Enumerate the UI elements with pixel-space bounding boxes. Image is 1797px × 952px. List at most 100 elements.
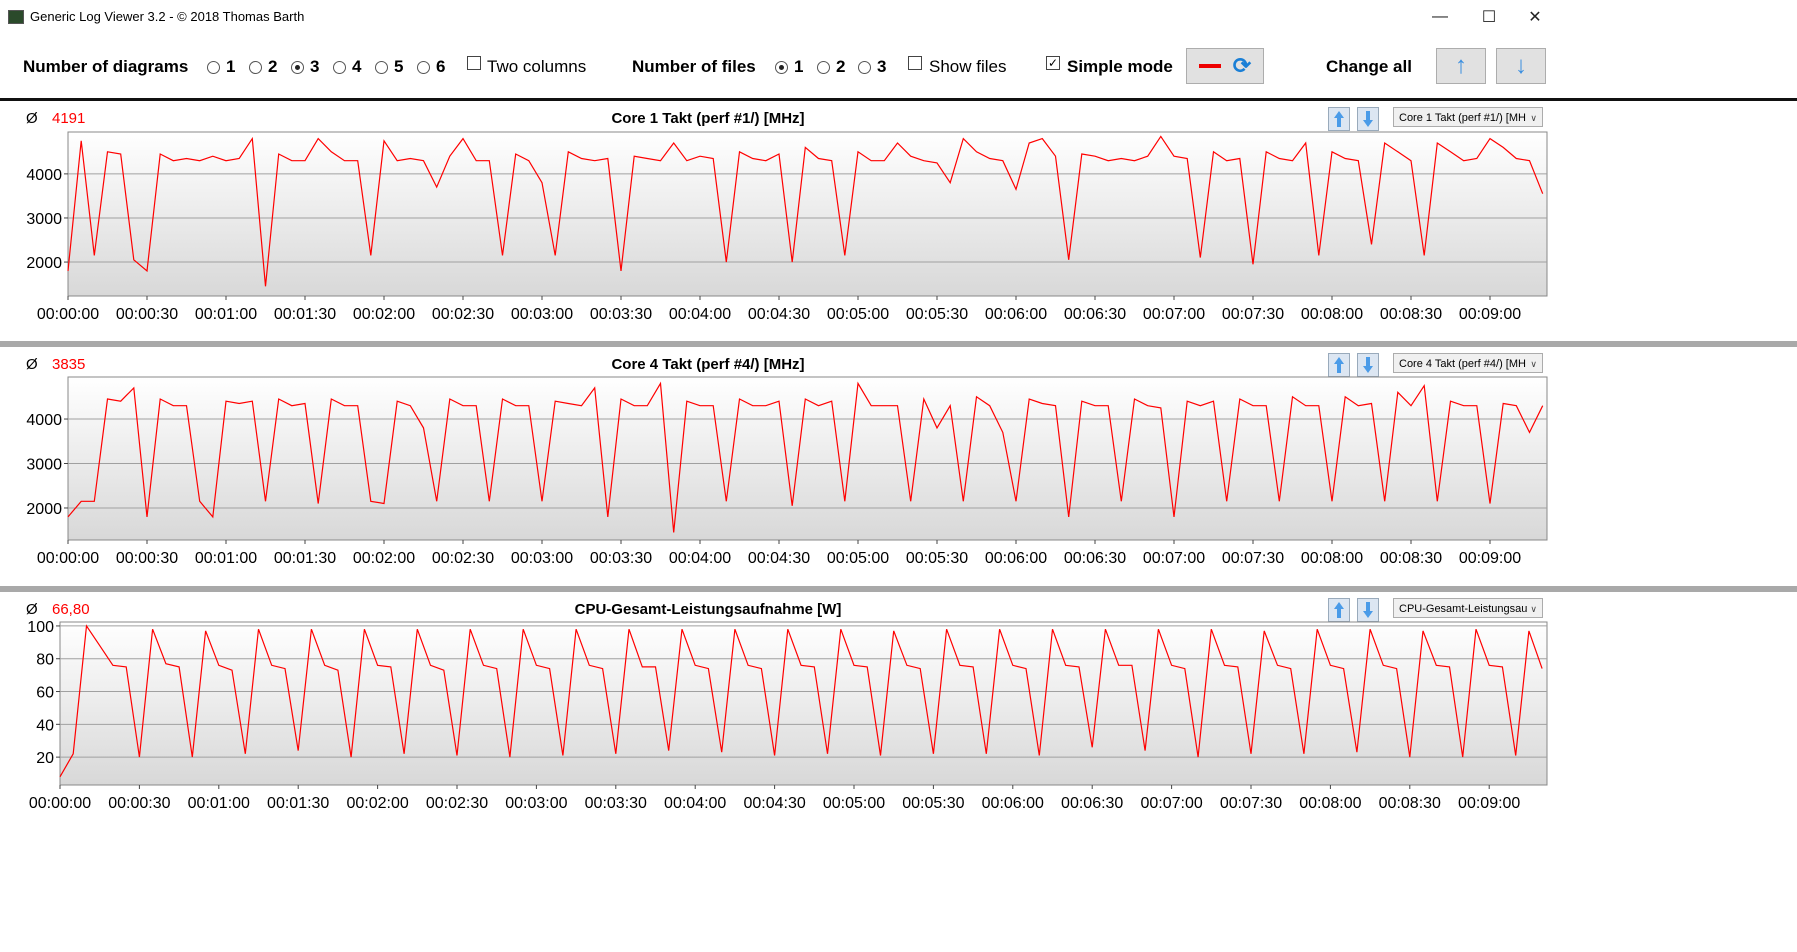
plot-area: [67, 376, 1548, 541]
diagrams-radio-1[interactable]: [207, 61, 220, 74]
y-tick-label: 20: [36, 750, 54, 767]
x-tick-label: 00:04:00: [669, 306, 731, 323]
show-files-checkbox[interactable]: [908, 56, 922, 70]
x-tick-label: 00:06:30: [1061, 795, 1123, 812]
x-tick-label: 00:05:30: [906, 550, 968, 567]
x-tick-label: 00:09:00: [1459, 550, 1521, 567]
x-tick-label: 00:02:30: [432, 550, 494, 567]
y-tick-label: 2000: [26, 255, 62, 272]
files-radio-2[interactable]: [817, 61, 830, 74]
x-tick-label: 00:04:30: [743, 795, 805, 812]
x-tick-label: 00:05:00: [827, 550, 889, 567]
panel-splitter[interactable]: [0, 341, 1797, 347]
diagrams-option-1-label: 1: [226, 57, 236, 76]
move-up-button[interactable]: [1328, 107, 1350, 131]
x-tick-label: 00:08:30: [1380, 306, 1442, 323]
channel-select-value: Core 4 Takt (perf #4/) [MH: [1399, 358, 1526, 370]
line-color-refresh-button[interactable]: ⟳: [1186, 48, 1264, 84]
diagram-panel: Ø 4191 Core 1 Takt (perf #1/) [MHz] Core 1 …: [0, 101, 1797, 341]
x-tick-label: 00:03:00: [511, 306, 573, 323]
diagram-panel: Ø 66,80 CPU-Gesamt-Leistungsaufnahme [W] CP…: [0, 592, 1797, 832]
change-all-down-button[interactable]: ↓: [1496, 48, 1546, 84]
move-up-button[interactable]: [1328, 598, 1350, 622]
move-down-button[interactable]: [1357, 107, 1379, 131]
x-tick-label: 00:02:30: [426, 795, 488, 812]
x-tick-label: 00:02:00: [353, 306, 415, 323]
close-button[interactable]: ✕: [1528, 9, 1542, 26]
move-up-button[interactable]: [1328, 353, 1350, 377]
diagrams-radio-2[interactable]: [249, 61, 262, 74]
arrow-up-icon: [1334, 111, 1344, 127]
x-tick-label: 00:08:00: [1299, 795, 1361, 812]
panel-splitter[interactable]: [0, 586, 1797, 592]
files-radio-3[interactable]: [858, 61, 871, 74]
arrow-up-icon: [1334, 357, 1344, 373]
channel-select[interactable]: Core 4 Takt (perf #4/) [MH ∨: [1393, 353, 1543, 373]
line-chart: 2000 3000 4000 00:00:00 00:00:30 00:01:00 00:0…: [26, 131, 1548, 323]
diagram-panel: Ø 3835 Core 4 Takt (perf #4/) [MHz] Core 4 …: [0, 347, 1797, 587]
arrow-down-icon: [1363, 357, 1373, 373]
channel-select[interactable]: CPU-Gesamt-Leistungsau ∨: [1393, 598, 1543, 618]
x-tick-label: 00:00:00: [37, 306, 99, 323]
diagrams-option-6-label: 6: [436, 57, 446, 76]
x-tick-label: 00:08:00: [1301, 306, 1363, 323]
arrow-down-icon: [1363, 602, 1373, 618]
diagram-title: Core 1 Takt (perf #1/) [MHz]: [611, 110, 805, 127]
files-option-2-label: 2: [836, 57, 846, 76]
y-tick-label: 100: [27, 619, 54, 636]
files-option-1-label: 1: [794, 57, 804, 76]
simple-mode-label: Simple mode: [1067, 57, 1173, 76]
channel-select-value: Core 1 Takt (perf #1/) [MH: [1399, 112, 1526, 124]
channel-select-value: CPU-Gesamt-Leistungsau: [1399, 603, 1528, 615]
series-line: [67, 135, 1544, 287]
x-tick-label: 00:02:30: [432, 306, 494, 323]
change-all-up-button[interactable]: ↑: [1436, 48, 1486, 84]
x-tick-label: 00:04:30: [748, 550, 810, 567]
average-value: 3835: [52, 356, 86, 373]
x-tick-label: 00:00:30: [116, 550, 178, 567]
x-tick-label: 00:02:00: [346, 795, 408, 812]
diagrams-label: Number of diagrams: [23, 57, 189, 76]
average-symbol: Ø: [26, 110, 38, 127]
two-columns-checkbox[interactable]: [467, 56, 481, 70]
plot-area: [59, 621, 1548, 786]
x-tick-label: 00:08:30: [1379, 795, 1441, 812]
y-tick-label: 40: [36, 717, 54, 734]
x-tick-label: 00:07:00: [1143, 550, 1205, 567]
change-all-label: Change all: [1326, 57, 1412, 76]
x-tick-label: 00:00:30: [116, 306, 178, 323]
x-tick-label: 00:06:30: [1064, 550, 1126, 567]
y-tick-label: 60: [36, 685, 54, 702]
x-tick-label: 00:01:30: [267, 795, 329, 812]
diagrams-radio-6[interactable]: [417, 61, 430, 74]
x-tick-label: 00:01:30: [274, 550, 336, 567]
x-tick-label: 00:01:00: [188, 795, 250, 812]
line-chart: 2000 3000 4000 00:00:00 00:00:30 00:01:00 00:0…: [26, 376, 1548, 567]
y-tick-label: 3000: [26, 457, 62, 474]
y-tick-label: 2000: [26, 501, 62, 518]
files-label: Number of files: [632, 57, 756, 76]
minimize-button[interactable]: —: [1432, 8, 1448, 25]
maximize-button[interactable]: ☐: [1481, 9, 1497, 26]
x-tick-label: 00:06:30: [1064, 306, 1126, 323]
plot-area: [67, 131, 1548, 297]
y-tick-label: 4000: [26, 412, 62, 429]
diagram-title: CPU-Gesamt-Leistungsaufnahme [W]: [574, 601, 842, 618]
x-tick-label: 00:05:30: [902, 795, 964, 812]
x-tick-label: 00:00:00: [37, 550, 99, 567]
files-radio-1[interactable]: [775, 61, 788, 74]
arrow-up-icon: ↑: [1455, 52, 1467, 79]
y-tick-label: 80: [36, 652, 54, 669]
average-value: 66,80: [52, 601, 90, 618]
diagrams-radio-5[interactable]: [375, 61, 388, 74]
diagrams-radio-3[interactable]: [291, 61, 304, 74]
x-tick-label: 00:05:00: [827, 306, 889, 323]
simple-mode-checkbox[interactable]: ✓: [1046, 56, 1060, 70]
diagrams-option-4-label: 4: [352, 57, 362, 76]
channel-select[interactable]: Core 1 Takt (perf #1/) [MH ∨: [1393, 107, 1543, 127]
series-line: [59, 624, 1543, 778]
diagrams-option-5-label: 5: [394, 57, 404, 76]
diagrams-option-3-label: 3: [310, 57, 320, 76]
diagrams-radio-4[interactable]: [333, 61, 346, 74]
x-tick-label: 00:05:00: [823, 795, 885, 812]
